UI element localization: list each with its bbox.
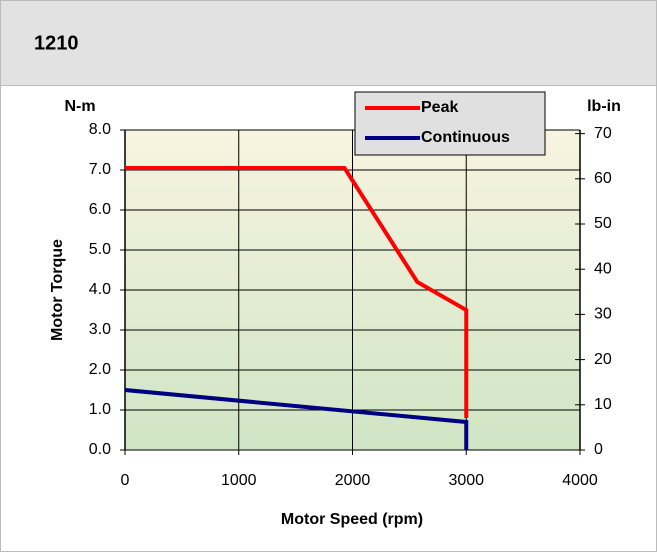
y-tick-label: 0.0 xyxy=(89,441,111,458)
legend-label: Peak xyxy=(421,99,458,116)
y2-tick-label: 50 xyxy=(594,215,612,232)
y-tick-label: 4.0 xyxy=(89,281,111,298)
x-tick-label: 4000 xyxy=(562,472,598,489)
y-unit: N-m xyxy=(64,98,95,115)
legend xyxy=(354,91,546,156)
line xyxy=(124,388,469,450)
x-tick-label: 0 xyxy=(121,472,130,489)
y2-unit: lb-in xyxy=(587,98,621,115)
y-tick-label: 7.0 xyxy=(89,161,111,178)
y2-tick-label: 70 xyxy=(594,125,612,142)
x-tick-label: 3000 xyxy=(448,472,484,489)
y-tick-label: 1.0 xyxy=(89,401,111,418)
y2-tick-label: 20 xyxy=(594,351,612,368)
y-tick-label: 8.0 xyxy=(89,121,111,138)
x-tick-label: 2000 xyxy=(335,472,371,489)
x-axis-title: Motor Speed (rpm) xyxy=(281,511,423,528)
y2-tick-label: 10 xyxy=(594,396,612,413)
y-tick-label: 3.0 xyxy=(89,321,111,338)
header xyxy=(0,0,657,86)
y-tick-label: 6.0 xyxy=(89,201,111,218)
y2-tick-label: 60 xyxy=(594,170,612,187)
legend-label: Continuous xyxy=(421,129,510,146)
x-tick-label: 1000 xyxy=(221,472,257,489)
y-axis-title: Motor Torque xyxy=(49,239,66,341)
y-tick-label: 5.0 xyxy=(89,241,111,258)
line xyxy=(125,166,469,418)
y2-tick-label: 30 xyxy=(594,306,612,323)
y2-tick-label: 0 xyxy=(594,441,603,458)
header-title: 1210 xyxy=(34,32,79,54)
y2-tick-label: 40 xyxy=(594,260,612,277)
y-tick-label: 2.0 xyxy=(89,361,111,378)
